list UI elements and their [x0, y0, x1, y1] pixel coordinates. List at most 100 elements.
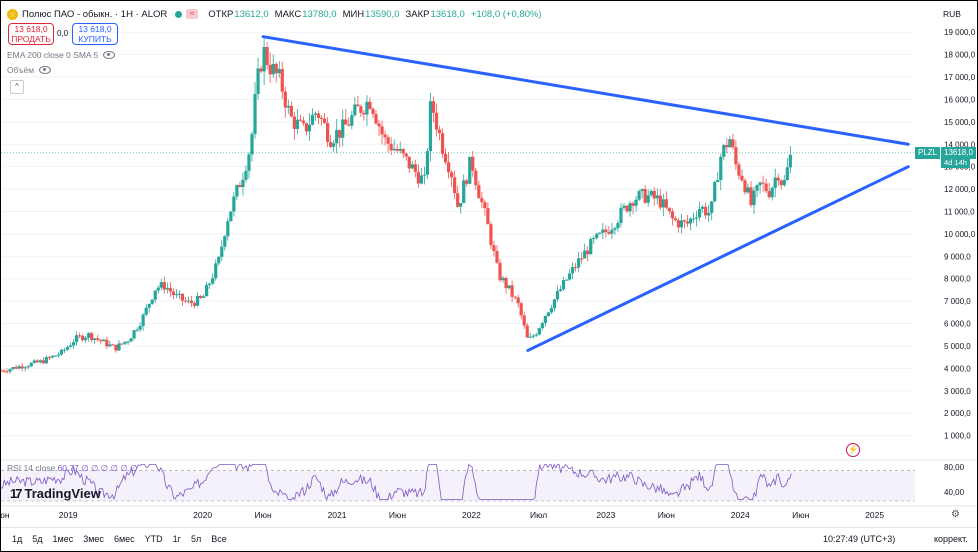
eye-icon[interactable] [39, 66, 52, 74]
candle-body [265, 47, 269, 65]
candle-body [698, 208, 702, 218]
candle-body [749, 187, 753, 206]
candle-body [289, 105, 293, 117]
tradingview-logo: 17 TradingView [10, 486, 101, 501]
candle-body [640, 189, 644, 192]
ema-indicator-legend[interactable]: EMA 200 close 0 SMA 5 [7, 50, 116, 60]
candle-body [217, 256, 221, 264]
clock[interactable]: 10:27:49 (UTC+3) [823, 534, 896, 544]
candle-body [356, 104, 360, 107]
period-button[interactable]: 3мес [83, 534, 104, 544]
gear-icon[interactable]: ⚙ [951, 509, 960, 520]
period-button[interactable]: 5л [190, 534, 202, 544]
collapse-legend-button[interactable]: ^ [10, 80, 24, 94]
price-tick-label: 7 000,0 [944, 297, 971, 306]
candle-body [223, 236, 227, 247]
price-tick-label: 10 000,0 [944, 230, 976, 239]
candle-body [84, 337, 88, 341]
candle-body [716, 180, 720, 183]
candle-body [462, 180, 466, 204]
price-tick-label: 5 000,0 [944, 342, 971, 351]
candle-body [47, 357, 51, 359]
eye-icon[interactable] [103, 51, 116, 59]
rsi-legend[interactable]: RSI 14 close 60,77 ∅ ∅ ∅ ∅ ∅ ∅ [7, 463, 137, 474]
candle-body [525, 325, 529, 338]
adjust-toggle[interactable]: коррект. [934, 534, 968, 544]
candle-body [335, 129, 339, 144]
volume-indicator-legend[interactable]: Объём [7, 65, 52, 75]
candle-body [788, 154, 792, 168]
candle-body [634, 199, 638, 206]
price-tick-label: 11 000,0 [944, 207, 975, 216]
candle-body [637, 191, 641, 200]
candle-body [746, 187, 750, 193]
candle-body [322, 118, 327, 123]
ticker-tag: PLZL [915, 147, 941, 159]
period-button[interactable]: 1г [172, 534, 181, 544]
currency-label[interactable]: RUB [943, 9, 961, 19]
period-button[interactable]: 1д [12, 534, 23, 544]
data-delay-icon[interactable]: ≈ [186, 9, 199, 19]
rsi-line [1, 463, 792, 501]
price-tick-label: 14 000,0 [944, 140, 976, 149]
time-tick-label: 2024 [731, 510, 750, 520]
candle-body [78, 335, 82, 337]
candle-body [1, 370, 3, 372]
volume-label: Объём [7, 65, 35, 75]
candle-body [2, 370, 6, 372]
symbol-title[interactable]: Полюс ПАО - обыкн. · 1Н · ALOR [22, 8, 168, 20]
candle-body [202, 296, 206, 298]
candle-body [652, 190, 656, 199]
symbol-header: ☆ Полюс ПАО - обыкн. · 1Н · ALOR ≈ ОТКР 1… [7, 5, 548, 23]
candle-body [567, 273, 572, 280]
candle-body [56, 354, 61, 356]
candle-body [310, 114, 315, 125]
candle-body [643, 189, 647, 203]
candle-body [534, 334, 538, 336]
rsi-label: RSI 14 close [7, 463, 56, 473]
period-button[interactable]: YTD [144, 534, 163, 544]
candle-body [546, 312, 550, 316]
candle-body [710, 201, 714, 213]
trendline-lower [526, 165, 910, 352]
candle-body [667, 207, 671, 212]
candle-body [395, 148, 399, 151]
candle-body [407, 156, 411, 169]
candle-body [319, 117, 324, 119]
candle-body [480, 198, 484, 203]
period-button[interactable]: 1мес [52, 534, 74, 544]
sell-button[interactable]: 13 618,0 ПРОДАТЬ [8, 23, 54, 45]
candle-body [195, 295, 200, 306]
candle-body [26, 366, 30, 368]
high-value: 13780,0 [302, 8, 337, 20]
buy-button[interactable]: 13 618,0 КУПИТЬ [72, 23, 118, 45]
candle-body [549, 308, 554, 313]
candle-body [59, 349, 64, 355]
candle-body [350, 115, 354, 126]
period-button[interactable]: 5д [32, 534, 43, 544]
candle-body [516, 297, 520, 304]
candle-body [459, 203, 463, 207]
sell-label: ПРОДАТЬ [11, 34, 51, 44]
candle-body [416, 171, 420, 184]
candle-body [456, 193, 460, 207]
candle-body [150, 299, 154, 304]
candle-body [437, 129, 442, 134]
candle-body [307, 124, 312, 132]
candle-body [90, 333, 94, 341]
period-button[interactable]: Все [211, 534, 227, 544]
time-tick-label: 2019 [59, 510, 78, 520]
flash-icon[interactable]: ⚡ [846, 443, 860, 457]
candle-body [232, 196, 236, 212]
price-tick-label: 8 000,0 [944, 275, 971, 284]
candle-body [126, 341, 130, 343]
close-label: ЗАКР [405, 8, 430, 20]
candle-body [17, 366, 21, 369]
low-label: МИН [342, 8, 365, 20]
candle-body [558, 289, 563, 292]
candle-body [519, 303, 523, 316]
price-tick-label: 1 000,0 [944, 432, 971, 441]
period-button[interactable]: 6мес [113, 534, 135, 544]
candle-body [673, 218, 678, 221]
